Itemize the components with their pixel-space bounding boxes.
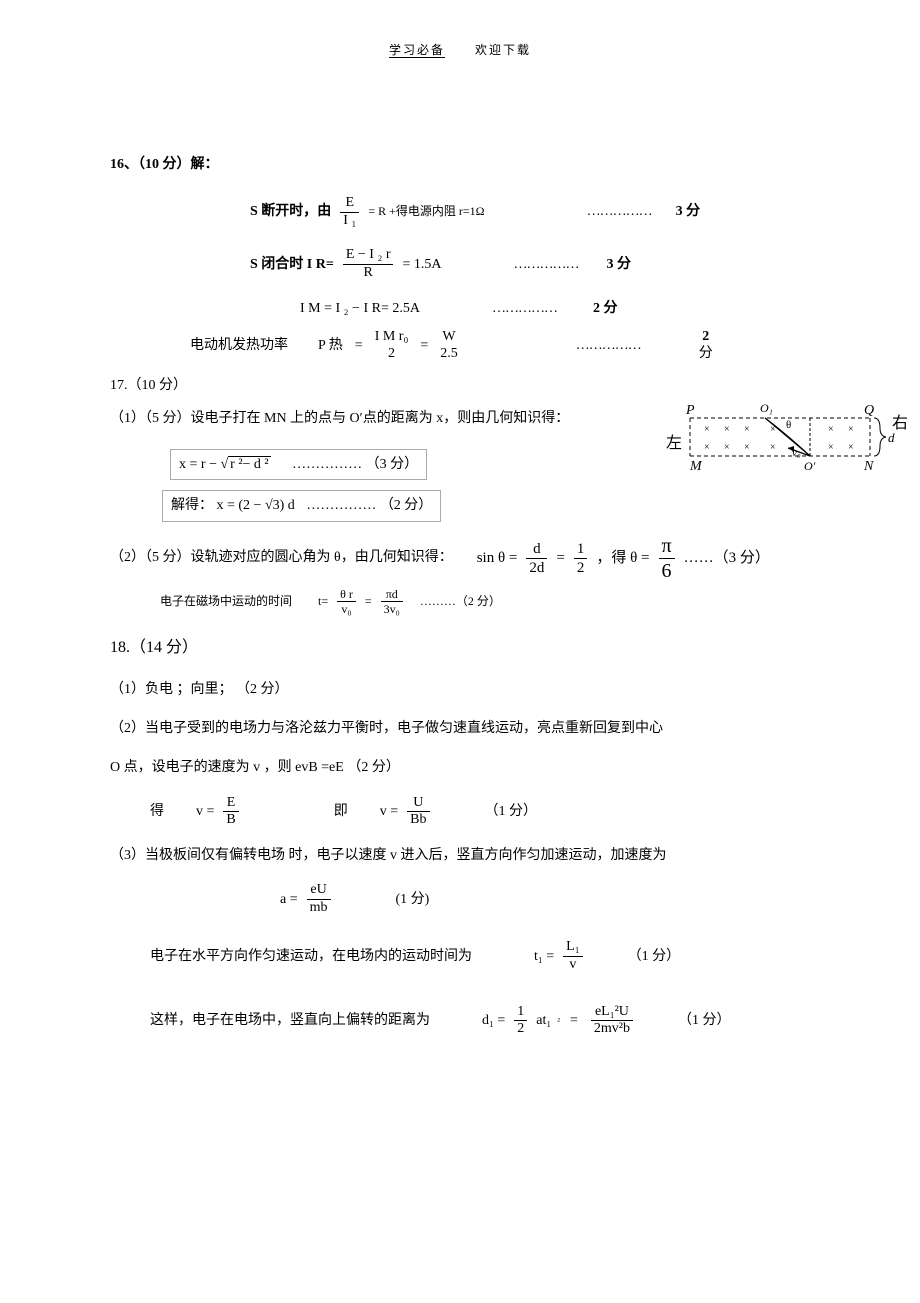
svg-text:d: d	[888, 430, 895, 445]
q16-l3-score: 2 分	[593, 296, 618, 321]
q16-l4-score: 2 分	[696, 329, 716, 363]
q18-l1: （1）负电 ；向里； （2 分）	[110, 677, 810, 702]
q17-p2-eq: sin θ = d2d = 12 ，得 θ = π6 ……（3 分）	[477, 534, 770, 583]
q16-l1-dots: ……………	[587, 199, 652, 224]
q17-title: 17.（10 分）	[110, 373, 810, 398]
q17: 17.（10 分） （1）（5 分）设电子打在 MN 上的点与 O′点的距离为 …	[110, 373, 810, 617]
q18-l7: 电子在水平方向作匀速运动，在电场内的运动时间为 t₁ = L₁v （1 分）	[110, 939, 810, 974]
q16-l3-eq: I M = I ₂ − I R= 2.5A	[300, 296, 420, 321]
svg-text:×: ×	[848, 424, 854, 435]
q16-l2-eq: = 1.5A	[402, 252, 441, 277]
q16-line4: 电动机发热功率 P 热 = I M r₀ 2 = W 2.5 …………… 2 分	[110, 329, 810, 363]
svg-text:×: ×	[724, 442, 730, 453]
q17-p2-pre: （2）（5 分）设轨迹对应的圆心角为 θ，由几何知识得：	[110, 545, 453, 570]
q17-diagram: 左 ×××××× ×××××× P O₁ Q M O′ N θ	[660, 398, 910, 488]
q16-line2: S 闭合时 I R= E − I ₂ r R = 1.5A …………… 3 分	[110, 247, 810, 282]
q16-l1-after: = R +得电源内阻 r=1Ω	[368, 201, 484, 223]
q16-l2-score: 3 分	[607, 252, 632, 277]
svg-text:右: 右	[892, 414, 908, 432]
q17-part1: （1）（5 分）设电子打在 MN 上的点与 O′点的距离为 x，则由几何知识得：…	[110, 406, 810, 522]
svg-text:×: ×	[704, 442, 710, 453]
q18-title: 18.（14 分）	[110, 634, 810, 663]
svg-text:×: ×	[704, 424, 710, 435]
q18-l3: O 点，设电子的速度为 v ，则 evB =eE （2 分）	[110, 755, 810, 780]
svg-text:×: ×	[770, 442, 776, 453]
svg-text:P: P	[685, 403, 695, 418]
diagram-label-left: 左	[666, 434, 682, 452]
svg-text:×: ×	[848, 442, 854, 453]
q16-l2-pre: S 闭合时 I R=	[250, 252, 334, 277]
q16-l2-frac: E − I ₂ r R	[343, 247, 394, 282]
q18-l5: （3）当极板间仅有偏转电场 时，电子以速度 v 进入后，竖直方向作匀加速运动，加…	[110, 843, 810, 868]
svg-text:O₁: O₁	[760, 401, 773, 415]
q17-p1-pre: （1）（5 分）设电子打在 MN 上的点与 O′点的距离为 x，则由几何知识得：	[110, 406, 590, 431]
svg-text:O′: O′	[804, 459, 816, 473]
q18-l8: 这样，电子在电场中，竖直向上偏转的距离为 d₁ = 12 at₁² = eL₁²…	[110, 1004, 810, 1039]
q16-l4-f3: W 2.5	[437, 329, 461, 363]
svg-text:N: N	[863, 459, 874, 474]
q16-num: 16	[110, 157, 124, 172]
q17-p1-solve: 解得： x = (2 − √3) d …………… （2 分）	[110, 490, 810, 521]
q16-l1-pre: S 断开时，由	[250, 199, 331, 224]
q18-l2: （2）当电子受到的电场力与洛沦兹力平衡时，电子做匀速直线运动，亮点重新回复到中心	[110, 716, 810, 741]
q17-p1-box1: x = r − √r ²− d ² …………… （3 分）	[170, 449, 427, 480]
q16-rest: 、（10 分）解：	[124, 157, 219, 172]
q17-part2: （2）（5 分）设轨迹对应的圆心角为 θ，由几何知识得： sin θ = d2d…	[110, 534, 810, 583]
svg-text:×: ×	[724, 424, 730, 435]
header-part2: 欢迎下载	[475, 43, 531, 57]
svg-text:v₀: v₀	[792, 447, 801, 459]
q16-l4-f2: I M r₀ 2	[372, 329, 412, 363]
q16-l1-score: 3 分	[676, 199, 701, 224]
q18-l6: a = eUmb (1 分)	[110, 882, 810, 917]
q17-p2-time: 电子在磁场中运动的时间 t= θ rv₀ = πd3v₀ ………（2 分）	[110, 587, 810, 617]
svg-text:×: ×	[744, 424, 750, 435]
svg-text:θ: θ	[786, 419, 791, 431]
q16-l1-frac: E I ₁	[340, 195, 359, 230]
q16-l2-dots: ……………	[514, 252, 579, 277]
svg-text:×: ×	[744, 442, 750, 453]
q16-title: 16、（10 分）解：	[110, 152, 810, 177]
q16-line3: I M = I ₂ − I R= 2.5A …………… 2 分	[110, 296, 810, 321]
svg-text:M: M	[689, 459, 703, 474]
q16-l4-dots: ……………	[576, 333, 641, 358]
q16-l4-pre: 电动机发热功率	[190, 333, 288, 358]
svg-text:×: ×	[828, 442, 834, 453]
q16-l4-f1: P 热	[315, 338, 346, 355]
page-header: 学习必备 欢迎下载	[110, 40, 810, 62]
q17-p1-box2: 解得： x = (2 − √3) d …………… （2 分）	[162, 490, 441, 521]
svg-text:Q: Q	[864, 403, 874, 418]
svg-text:×: ×	[828, 424, 834, 435]
q18-l4: 得 v = EB 即 v = UBb （1 分）	[110, 795, 810, 830]
header-part1: 学习必备	[389, 43, 445, 57]
q16-l3-dots: ……………	[492, 296, 557, 321]
q16-line1: S 断开时，由 E I ₁ = R +得电源内阻 r=1Ω …………… 3 分	[110, 195, 810, 230]
q18: 18.（14 分） （1）负电 ；向里； （2 分） （2）当电子受到的电场力与…	[110, 634, 810, 1038]
